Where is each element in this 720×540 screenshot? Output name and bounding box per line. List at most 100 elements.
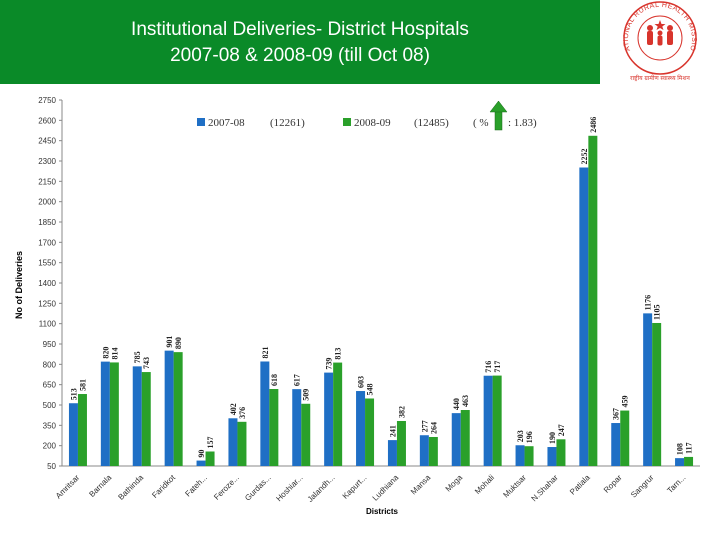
y-tick-label: 2600 (38, 116, 56, 125)
legend-percent-prefix: ( % (473, 117, 489, 129)
data-label-2008-09-Ropar: 459 (621, 396, 630, 408)
bar-2007-08-Moga (451, 413, 461, 466)
data-label-2007-08-Mansa: 277 (420, 420, 429, 432)
bar-2007-08-Fateh... (196, 460, 206, 466)
data-label-2008-09-Faridkot: 890 (174, 337, 183, 349)
y-tick-label: 2300 (38, 157, 56, 166)
data-label-2007-08-Bathinda: 785 (133, 351, 142, 363)
bar-2008-09-Hoshiar... (301, 403, 311, 466)
bar-2008-09-Patiala (588, 135, 598, 466)
data-label-2007-08-Ropar: 367 (612, 408, 621, 420)
x-tick-label: Bathinda (116, 473, 145, 502)
x-tick-label: Gurdas... (243, 473, 273, 503)
data-label-2008-09-Moga: 463 (461, 395, 470, 407)
nrhm-logo-emblem: राष्ट्रीय ग्रामीण स्वास्थ्य मिशन NATIONA… (597, 0, 697, 82)
bar-2008-09-Mohali (492, 375, 502, 466)
x-tick-label: Fateh... (183, 473, 209, 499)
x-tick-label: N.Shahar (530, 473, 560, 503)
nrhm-logo: राष्ट्रीय ग्रामीण स्वास्थ्य मिशन NATIONA… (597, 0, 720, 84)
data-label-2008-09-Hoshiar...: 509 (302, 389, 311, 401)
data-label-2008-09-Amritsar: 581 (78, 379, 87, 391)
data-label-2008-09-Mohali: 717 (493, 361, 502, 373)
bar-2007-08-Jalandh... (324, 372, 334, 466)
y-axis-label: No of Deliveries (14, 251, 24, 319)
bar-2007-08-Ropar (611, 423, 621, 466)
y-tick-label: 1700 (38, 238, 56, 247)
bar-2008-09-Moga (460, 410, 470, 466)
bar-2008-09-Tarn... (684, 456, 694, 466)
data-label-2007-08-Jalandh...: 739 (325, 358, 334, 370)
legend-total-2007-08: (12261) (270, 117, 305, 129)
data-label-2008-09-Ludhiana: 382 (397, 406, 406, 418)
x-tick-label: Kapurt... (341, 473, 369, 501)
bar-2008-09-Bathinda (141, 372, 151, 466)
data-label-2007-08-Moga: 440 (452, 398, 461, 410)
y-tick-label: 950 (43, 340, 57, 349)
bar-2007-08-Mohali (483, 375, 493, 466)
chart-y-tick-labels: 50 200 350 500 650 800 950 1100 1250 1400 1550 1700… (38, 96, 56, 471)
x-tick-label: Mansa (409, 473, 433, 497)
data-label-2007-08-Gurdas...: 821 (261, 346, 270, 358)
bar-2008-09-Muktsar (524, 446, 534, 466)
data-label-2007-08-Faridkot: 901 (165, 336, 174, 348)
chart-x-tick-labels: Amritsar Barnala Bathinda Faridkot Fateh... F… (54, 473, 688, 504)
y-tick-label: 2150 (38, 177, 56, 186)
x-tick-label: Faridkot (150, 473, 177, 500)
up-arrow-icon (489, 100, 508, 131)
data-label-2008-09-Mansa: 264 (429, 422, 438, 434)
bar-2007-08-Muktsar (515, 445, 525, 466)
bar-2007-08-Mansa (419, 435, 429, 466)
legend-label-2008-09: 2008-09 (354, 117, 391, 129)
bar-2007-08-Bathinda (132, 366, 142, 466)
page-title: Institutional Deliveries- District Hospi… (131, 19, 469, 40)
data-label-2007-08-Sangrur: 1176 (644, 295, 653, 311)
data-label-2007-08-Ludhiana: 241 (388, 425, 397, 437)
y-tick-label: 650 (43, 381, 57, 390)
data-label-2008-09-Patiala: 2486 (589, 117, 598, 133)
data-label-2008-09-Feroze...: 376 (238, 407, 247, 419)
data-label-2008-09-Kapurt...: 548 (366, 383, 375, 395)
x-tick-label: Muktsar (501, 473, 528, 500)
data-label-2007-08-Mohali: 716 (484, 361, 493, 373)
bar-2008-09-Jalandh... (333, 362, 343, 466)
bar-2007-08-Sangrur (643, 313, 653, 466)
bar-2007-08-Feroze... (228, 418, 238, 466)
y-tick-label: 1550 (38, 259, 56, 268)
x-tick-label: Jalandh... (306, 473, 337, 504)
data-label-2008-09-N.Shahar: 247 (557, 424, 566, 436)
data-label-2007-08-Hoshiar...: 617 (293, 374, 302, 386)
logo-hindi-text: राष्ट्रीय ग्रामीण स्वास्थ्य मिशन (630, 74, 690, 82)
y-tick-label: 1400 (38, 279, 56, 288)
bar-2008-09-Fateh... (205, 451, 215, 466)
x-axis-label: Districts (366, 507, 399, 516)
y-tick-label: 2450 (38, 137, 56, 146)
bar-2008-09-Sangrur (652, 322, 662, 466)
x-tick-label: Moga (444, 473, 465, 494)
x-tick-label: Ludhiana (371, 473, 401, 503)
x-tick-label: Feroze... (212, 473, 241, 502)
y-tick-label: 1850 (38, 218, 56, 227)
legend-swatch-2008-09 (343, 118, 351, 126)
y-tick-label: 1100 (39, 320, 57, 329)
bar-2008-09-N.Shahar (556, 439, 566, 466)
data-label-2008-09-Jalandh...: 813 (334, 348, 343, 360)
x-tick-label: Mohali (473, 473, 496, 496)
data-label-2007-08-Barnala: 820 (101, 347, 110, 359)
data-label-2007-08-Feroze...: 402 (229, 403, 238, 415)
bar-2007-08-Patiala (579, 167, 589, 467)
data-label-2007-08-N.Shahar: 190 (548, 432, 557, 444)
y-tick-label: 350 (43, 421, 57, 430)
legend-label-2007-08: 2007-08 (208, 117, 245, 129)
legend-percent-suffix: : 1.83) (508, 117, 537, 129)
data-label-2008-09-Fateh...: 157 (206, 436, 215, 448)
data-label-2008-09-Barnala: 814 (110, 347, 119, 359)
data-label-2008-09-Tarn...: 117 (685, 442, 694, 454)
y-tick-label: 200 (43, 442, 57, 451)
page-subtitle: 2007-08 & 2008-09 (till Oct 08) (170, 45, 430, 66)
chart-axes (59, 99, 700, 467)
legend-total-2008-09: (12485) (414, 117, 449, 129)
x-tick-label: Hoshiar... (274, 473, 304, 503)
x-tick-label: Patiala (568, 473, 592, 497)
x-tick-label: Amritsar (54, 473, 82, 501)
